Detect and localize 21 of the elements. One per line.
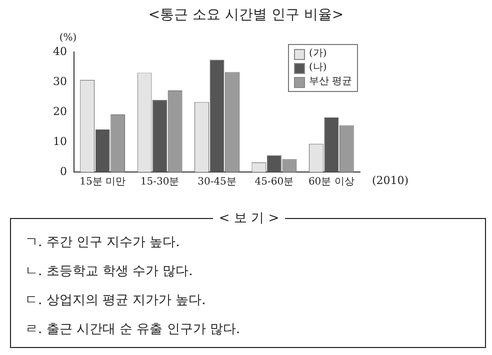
text: ㄱ. 주간 인구 지수가 높다. (25, 234, 180, 251)
y-tick-label: 10 (52, 134, 67, 148)
text: ㄴ. 초등학교 학생 수가 많다. (25, 263, 193, 280)
chart-title: <통근 소요 시간별 인구 비율> (147, 6, 345, 24)
x-tick-label: 15분 미만 (80, 176, 126, 188)
text: ㄹ. 출근 시간대 순 유출 인구가 많다. (25, 321, 240, 338)
y-tick-label: 30 (52, 74, 67, 88)
x-tick-label: 45-60분 (254, 176, 294, 188)
y-tick-label: 40 (52, 44, 67, 58)
text: ㄷ. 상업지의 평균 지가가 높다. (25, 292, 206, 309)
y-tick-label: 0 (60, 164, 67, 178)
legend-label: (가) (309, 47, 327, 61)
text: < 보 기 > (212, 211, 286, 226)
x-tick-label: 30-45분 (198, 176, 236, 188)
legend-label: 부산 평균 (309, 75, 352, 89)
text: (2010) (372, 174, 409, 187)
x-tick-label: 15-30분 (140, 176, 180, 188)
legend-label: (나) (309, 61, 327, 75)
x-tick-label: 60분 이상 (308, 176, 354, 188)
y-axis-title: (%) (59, 32, 77, 44)
y-tick-label: 20 (52, 104, 67, 118)
